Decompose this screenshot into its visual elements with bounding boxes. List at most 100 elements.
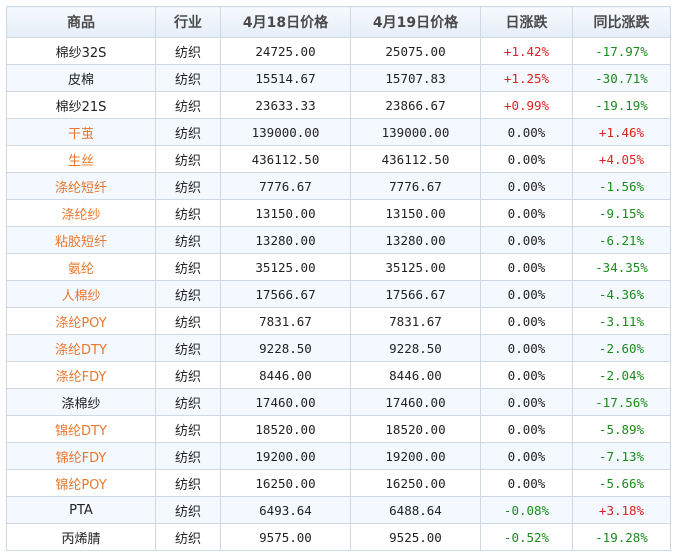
table-row: 丙烯腈 纺织 9575.00 9525.00 -0.52% -19.28% [6,523,671,551]
cell-industry: 纺织 [155,523,221,551]
table-row: 生丝 纺织 436112.50 436112.50 0.00% +4.05% [6,145,671,173]
cell-price-prev: 7776.67 [220,172,351,200]
cell-price-curr: 7831.67 [350,307,481,335]
cell-yoy-change: -2.04% [572,361,671,389]
cell-daily-change: 0.00% [480,388,573,416]
cell-price-prev: 9575.00 [220,523,351,551]
table-row: 人棉纱 纺织 17566.67 17566.67 0.00% -4.36% [6,280,671,308]
cell-commodity-name[interactable]: 棉纱21S [6,91,156,119]
cell-industry: 纺织 [155,64,221,92]
cell-price-curr: 9525.00 [350,523,481,551]
cell-yoy-change: -17.56% [572,388,671,416]
cell-price-curr: 8446.00 [350,361,481,389]
cell-daily-change: 0.00% [480,199,573,227]
cell-daily-change: 0.00% [480,415,573,443]
cell-industry: 纺织 [155,496,221,524]
cell-yoy-change: -4.36% [572,280,671,308]
cell-industry: 纺织 [155,226,221,254]
cell-daily-change: 0.00% [480,334,573,362]
cell-price-prev: 13150.00 [220,199,351,227]
cell-price-prev: 18520.00 [220,415,351,443]
table-row: 涤纶DTY 纺织 9228.50 9228.50 0.00% -2.60% [6,334,671,362]
header-industry[interactable]: 行业 [155,6,221,38]
cell-commodity-name[interactable]: 涤纶FDY [6,361,156,389]
price-table-container: 商品 行业 4月18日价格 4月19日价格 日涨跌 同比涨跌 棉纱32S 纺织 24… [6,6,671,551]
cell-commodity-name[interactable]: 涤纶短纤 [6,172,156,200]
cell-industry: 纺织 [155,199,221,227]
table-row: 涤棉纱 纺织 17460.00 17460.00 0.00% -17.56% [6,388,671,416]
cell-commodity-name[interactable]: 皮棉 [6,64,156,92]
cell-daily-change: 0.00% [480,361,573,389]
cell-commodity-name[interactable]: 生丝 [6,145,156,173]
table-row: PTA 纺织 6493.64 6488.64 -0.08% +3.18% [6,496,671,524]
cell-price-prev: 8446.00 [220,361,351,389]
cell-price-prev: 6493.64 [220,496,351,524]
cell-price-prev: 15514.67 [220,64,351,92]
cell-price-curr: 139000.00 [350,118,481,146]
cell-commodity-name[interactable]: 涤纶POY [6,307,156,335]
cell-price-curr: 17460.00 [350,388,481,416]
cell-price-prev: 9228.50 [220,334,351,362]
cell-commodity-name[interactable]: 涤纶DTY [6,334,156,362]
cell-industry: 纺织 [155,253,221,281]
cell-industry: 纺织 [155,388,221,416]
cell-daily-change: 0.00% [480,253,573,281]
cell-industry: 纺织 [155,145,221,173]
cell-industry: 纺织 [155,37,221,65]
table-body: 棉纱32S 纺织 24725.00 25075.00 +1.42% -17.97% 皮棉 纺织… [6,37,671,551]
cell-commodity-name[interactable]: 涤纶纱 [6,199,156,227]
cell-commodity-name[interactable]: 粘胶短纤 [6,226,156,254]
cell-commodity-name[interactable]: 丙烯腈 [6,523,156,551]
cell-price-prev: 16250.00 [220,469,351,497]
cell-commodity-name[interactable]: 干茧 [6,118,156,146]
header-price-prev[interactable]: 4月18日价格 [220,6,351,38]
header-commodity[interactable]: 商品 [6,6,156,38]
cell-industry: 纺织 [155,307,221,335]
cell-yoy-change: -17.97% [572,37,671,65]
cell-commodity-name[interactable]: PTA [6,496,156,524]
cell-price-prev: 17566.67 [220,280,351,308]
cell-price-curr: 13150.00 [350,199,481,227]
cell-commodity-name[interactable]: 棉纱32S [6,37,156,65]
cell-price-curr: 436112.50 [350,145,481,173]
table-row: 锦纶POY 纺织 16250.00 16250.00 0.00% -5.66% [6,469,671,497]
table-row: 棉纱32S 纺织 24725.00 25075.00 +1.42% -17.97% [6,37,671,65]
table-row: 锦纶FDY 纺织 19200.00 19200.00 0.00% -7.13% [6,442,671,470]
cell-price-curr: 17566.67 [350,280,481,308]
cell-yoy-change: -9.15% [572,199,671,227]
cell-price-curr: 23866.67 [350,91,481,119]
cell-yoy-change: -7.13% [572,442,671,470]
cell-yoy-change: -1.56% [572,172,671,200]
cell-commodity-name[interactable]: 锦纶DTY [6,415,156,443]
cell-commodity-name[interactable]: 锦纶POY [6,469,156,497]
cell-price-curr: 35125.00 [350,253,481,281]
cell-commodity-name[interactable]: 人棉纱 [6,280,156,308]
cell-price-prev: 24725.00 [220,37,351,65]
cell-commodity-name[interactable]: 氨纶 [6,253,156,281]
commodity-price-table: 商品 行业 4月18日价格 4月19日价格 日涨跌 同比涨跌 棉纱32S 纺织 24… [6,6,671,551]
cell-commodity-name[interactable]: 锦纶FDY [6,442,156,470]
header-price-curr[interactable]: 4月19日价格 [350,6,481,38]
table-row: 干茧 纺织 139000.00 139000.00 0.00% +1.46% [6,118,671,146]
cell-daily-change: +0.99% [480,91,573,119]
cell-price-prev: 139000.00 [220,118,351,146]
cell-price-prev: 13280.00 [220,226,351,254]
cell-yoy-change: +1.46% [572,118,671,146]
cell-price-prev: 23633.33 [220,91,351,119]
cell-price-prev: 17460.00 [220,388,351,416]
cell-daily-change: 0.00% [480,145,573,173]
cell-daily-change: 0.00% [480,172,573,200]
cell-price-curr: 13280.00 [350,226,481,254]
cell-commodity-name[interactable]: 涤棉纱 [6,388,156,416]
cell-price-curr: 19200.00 [350,442,481,470]
cell-industry: 纺织 [155,334,221,362]
cell-price-prev: 436112.50 [220,145,351,173]
cell-price-curr: 25075.00 [350,37,481,65]
cell-daily-change: +1.42% [480,37,573,65]
cell-yoy-change: -3.11% [572,307,671,335]
header-daily-change[interactable]: 日涨跌 [480,6,573,38]
header-yoy-change[interactable]: 同比涨跌 [572,6,671,38]
cell-daily-change: 0.00% [480,442,573,470]
table-row: 涤纶FDY 纺织 8446.00 8446.00 0.00% -2.04% [6,361,671,389]
cell-industry: 纺织 [155,442,221,470]
